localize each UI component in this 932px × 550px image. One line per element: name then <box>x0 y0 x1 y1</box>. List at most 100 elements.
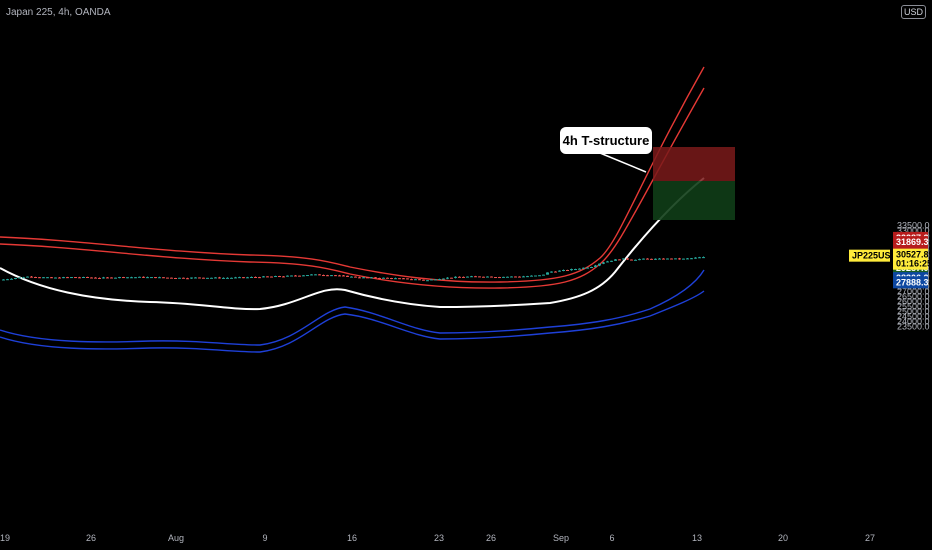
candle <box>698 256 701 259</box>
candle-body <box>306 275 309 277</box>
candle <box>206 277 209 279</box>
candle <box>342 274 345 277</box>
price-tag: 27888.3 <box>893 276 929 289</box>
symbol-title: Japan 225, 4h, OANDA <box>6 7 111 18</box>
candle <box>370 276 373 279</box>
candle <box>102 276 105 279</box>
candle <box>514 276 517 278</box>
candle-body <box>346 275 349 277</box>
x-tick-label: 6 <box>609 533 614 543</box>
candle-body <box>438 279 441 281</box>
candle <box>522 275 525 278</box>
annotation[interactable]: 4h T-structure <box>560 127 652 173</box>
candle-body <box>498 277 501 279</box>
candle-body <box>378 277 381 279</box>
x-tick-label: 19 <box>0 533 10 543</box>
candle-body <box>410 279 413 281</box>
candle-body <box>334 275 337 277</box>
candle-body <box>558 270 561 272</box>
candle-body <box>322 275 325 277</box>
candle-body <box>226 277 229 279</box>
candle <box>418 279 421 281</box>
candle <box>446 277 449 280</box>
candle-body <box>674 258 677 260</box>
candle-body <box>90 277 93 279</box>
candle-body <box>154 277 157 279</box>
candle <box>450 277 453 279</box>
candle-body <box>466 276 469 278</box>
annotation-label: 4h T-structure <box>563 133 650 148</box>
price-tag-label: 31869.3 <box>896 237 929 247</box>
candle-body <box>694 257 697 259</box>
candle-body <box>202 277 205 279</box>
candle-body <box>562 269 565 271</box>
candle <box>150 276 153 279</box>
candle <box>354 276 357 278</box>
candle-body <box>486 276 489 278</box>
candle-body <box>134 277 137 279</box>
candle <box>258 276 261 279</box>
candle <box>114 277 117 279</box>
candle <box>542 274 545 276</box>
candle-body <box>398 278 401 280</box>
candle <box>182 277 185 279</box>
candle <box>34 276 37 279</box>
candle <box>654 258 657 260</box>
upper-band-outer <box>0 66 705 283</box>
candle <box>386 277 389 279</box>
candle-body <box>454 276 457 278</box>
candle <box>110 277 113 279</box>
candle <box>90 277 93 279</box>
candle-body <box>98 277 101 279</box>
candle <box>502 276 505 278</box>
candle <box>534 275 537 277</box>
candle-body <box>598 263 601 266</box>
candle <box>430 279 433 281</box>
candle <box>358 276 361 279</box>
candle-body <box>246 277 249 279</box>
candle-body <box>50 277 53 279</box>
candle-body <box>690 258 693 260</box>
candle-body <box>14 278 17 280</box>
candle-body <box>262 276 265 278</box>
candle <box>614 259 617 261</box>
price-tags: 32287.231869.330717.330087.730038.529287… <box>849 231 932 289</box>
candle <box>434 279 437 281</box>
currency-badge[interactable]: USD <box>901 5 927 19</box>
candle-body <box>174 277 177 279</box>
price-tag-bg <box>893 236 928 249</box>
candle <box>454 276 457 279</box>
candle-body <box>94 277 97 279</box>
candle <box>162 277 165 279</box>
candle-body <box>518 276 521 278</box>
candle-body <box>554 271 557 273</box>
candle <box>174 277 177 279</box>
candle-body <box>634 259 637 261</box>
candle <box>94 277 97 279</box>
current-price-label: 30527.8 <box>896 250 929 260</box>
candle-body <box>586 267 589 269</box>
candle-body <box>478 276 481 278</box>
countdown-label: 01:16:25 <box>896 259 932 269</box>
candle <box>390 277 393 280</box>
position-tool[interactable] <box>653 147 735 220</box>
candle <box>606 260 609 263</box>
middle-line <box>0 177 705 311</box>
candle <box>470 275 473 278</box>
candle <box>362 276 365 279</box>
candle <box>270 276 273 278</box>
candle-body <box>198 277 201 279</box>
candle <box>634 259 637 261</box>
y-tick-label: 33000.0 <box>897 226 930 236</box>
candle <box>550 271 553 273</box>
candle-body <box>314 274 317 276</box>
candle-body <box>18 277 21 279</box>
candle <box>334 275 337 277</box>
candle <box>694 257 697 259</box>
candle-body <box>462 276 465 278</box>
candle-body <box>386 277 389 279</box>
candle-body <box>522 276 525 278</box>
x-tick-label: 20 <box>778 533 788 543</box>
candle-body <box>210 277 213 279</box>
